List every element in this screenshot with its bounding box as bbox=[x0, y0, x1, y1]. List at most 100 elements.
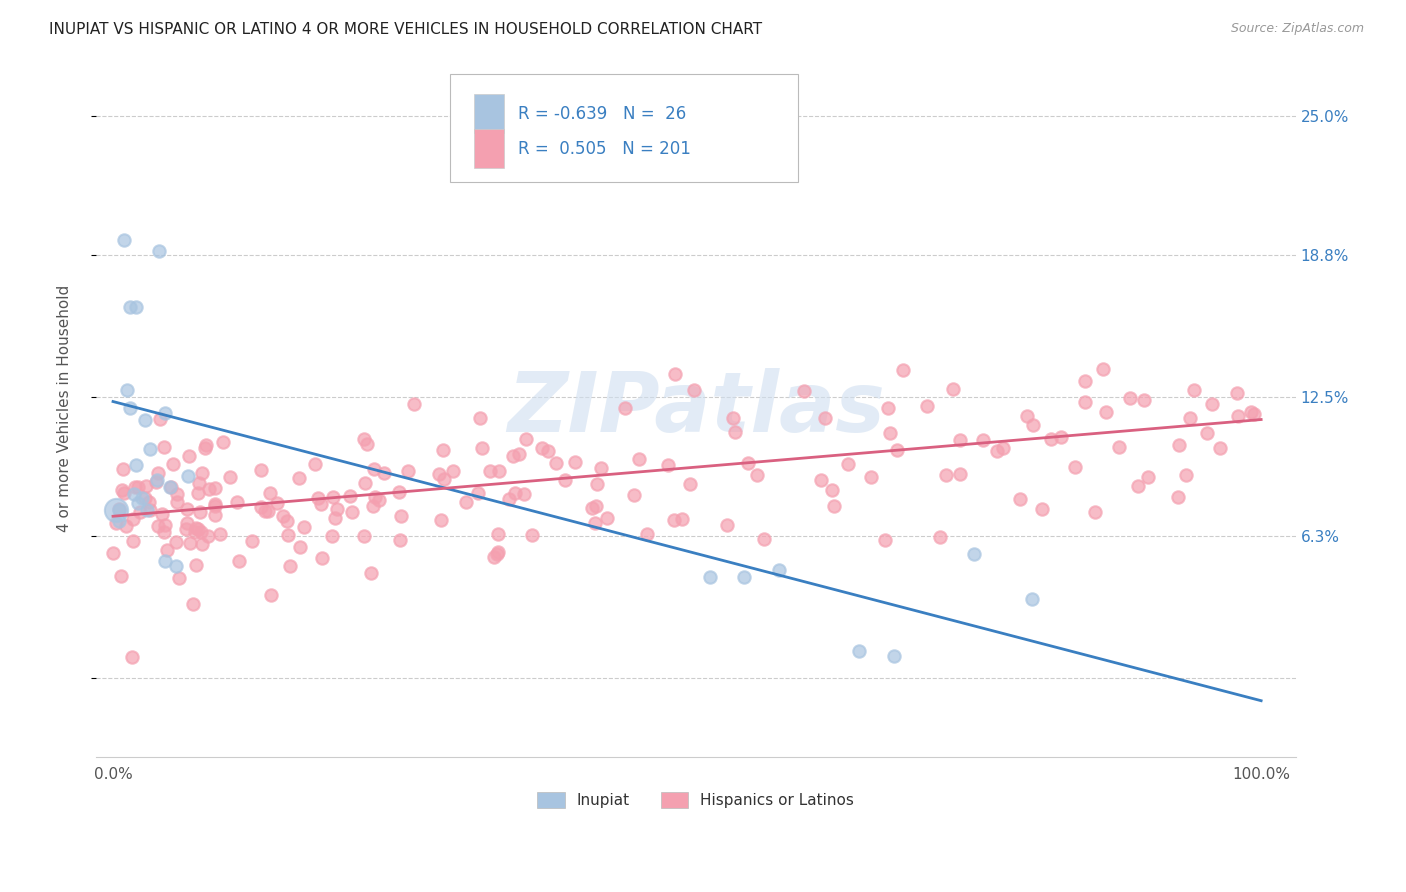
Point bbox=[482, 549, 505, 564]
Point bbox=[198, 483, 221, 497]
Legend: Inupiat, Hispanics or Latinos: Inupiat, Hispanics or Latinos bbox=[530, 784, 862, 815]
Point bbox=[972, 433, 994, 447]
Point bbox=[145, 475, 167, 489]
Point bbox=[1209, 442, 1232, 456]
Point bbox=[443, 465, 465, 479]
FancyBboxPatch shape bbox=[474, 129, 503, 168]
Point bbox=[546, 456, 568, 470]
Point bbox=[184, 521, 207, 535]
Point bbox=[402, 397, 425, 411]
Point bbox=[259, 485, 281, 500]
Point bbox=[167, 571, 190, 585]
Text: ZIPatlas: ZIPatlas bbox=[506, 368, 884, 449]
Point bbox=[176, 502, 198, 516]
Point bbox=[277, 528, 299, 542]
Point bbox=[388, 485, 411, 500]
Point bbox=[160, 480, 183, 494]
Point bbox=[468, 410, 491, 425]
Point bbox=[105, 516, 128, 531]
Point bbox=[364, 490, 387, 504]
Point bbox=[498, 492, 520, 507]
Point bbox=[159, 480, 181, 494]
Point bbox=[586, 477, 609, 491]
Point bbox=[112, 462, 135, 476]
Point bbox=[478, 464, 501, 478]
Point bbox=[1240, 405, 1263, 419]
Point bbox=[859, 469, 882, 483]
Point bbox=[530, 441, 553, 455]
Point bbox=[1201, 397, 1223, 411]
Point bbox=[105, 502, 128, 516]
Point bbox=[716, 517, 738, 532]
Point bbox=[614, 401, 637, 416]
Point bbox=[389, 508, 412, 523]
Point bbox=[111, 483, 134, 497]
Point bbox=[1136, 469, 1159, 483]
Point bbox=[591, 460, 613, 475]
Point bbox=[891, 363, 914, 377]
Point bbox=[1119, 391, 1142, 405]
Point bbox=[184, 558, 207, 572]
Point bbox=[1167, 490, 1189, 504]
Point bbox=[187, 486, 209, 500]
Point bbox=[120, 401, 142, 416]
Point bbox=[467, 485, 489, 500]
Point bbox=[636, 526, 658, 541]
Point bbox=[429, 467, 451, 482]
Point bbox=[181, 598, 204, 612]
Point bbox=[177, 449, 200, 463]
Point bbox=[520, 528, 543, 542]
FancyBboxPatch shape bbox=[450, 73, 797, 182]
Point bbox=[623, 488, 645, 502]
Point bbox=[368, 492, 391, 507]
Point bbox=[134, 491, 156, 505]
Point bbox=[136, 502, 159, 516]
Point bbox=[581, 500, 603, 515]
Point bbox=[240, 534, 263, 549]
Point bbox=[153, 525, 176, 540]
Point bbox=[190, 525, 212, 540]
Point bbox=[986, 444, 1008, 458]
Point bbox=[342, 505, 364, 519]
Point bbox=[1040, 433, 1063, 447]
Point bbox=[125, 300, 148, 314]
Point bbox=[127, 479, 149, 493]
Point bbox=[107, 502, 129, 516]
Point bbox=[184, 525, 207, 540]
Point bbox=[486, 545, 509, 559]
Point bbox=[153, 406, 176, 420]
Point bbox=[1073, 395, 1095, 409]
Point bbox=[311, 550, 333, 565]
Point bbox=[793, 384, 815, 398]
Point bbox=[662, 513, 685, 527]
Point bbox=[963, 548, 986, 562]
Point bbox=[554, 473, 576, 487]
Point bbox=[1168, 437, 1191, 451]
Point bbox=[1031, 501, 1053, 516]
Point bbox=[1021, 592, 1043, 607]
Point bbox=[308, 491, 330, 505]
Point bbox=[204, 499, 226, 513]
Point bbox=[121, 650, 143, 665]
Point bbox=[1008, 492, 1031, 507]
Point bbox=[848, 644, 870, 658]
Point bbox=[505, 485, 527, 500]
Point bbox=[219, 469, 242, 483]
Point bbox=[1227, 409, 1250, 424]
Point bbox=[187, 522, 209, 536]
Point bbox=[752, 532, 775, 546]
Point bbox=[187, 476, 209, 491]
Text: Source: ZipAtlas.com: Source: ZipAtlas.com bbox=[1230, 22, 1364, 36]
Point bbox=[115, 384, 138, 398]
Point bbox=[124, 480, 146, 494]
Point bbox=[309, 497, 332, 511]
Point bbox=[353, 529, 375, 543]
Point bbox=[928, 531, 950, 545]
Point bbox=[1050, 430, 1073, 444]
Point bbox=[228, 553, 250, 567]
Point bbox=[150, 508, 173, 522]
Point bbox=[1108, 440, 1130, 454]
Point bbox=[486, 547, 509, 561]
Point bbox=[734, 570, 756, 584]
Point bbox=[103, 545, 125, 559]
